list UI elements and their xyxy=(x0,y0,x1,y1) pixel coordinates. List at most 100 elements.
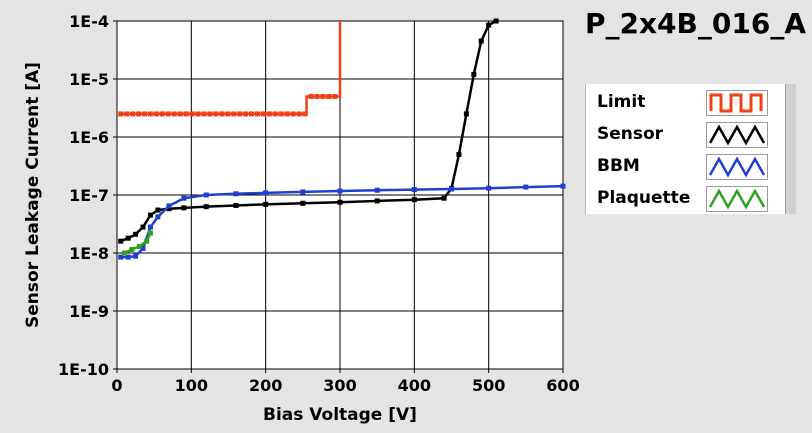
data-point xyxy=(463,111,469,117)
data-point xyxy=(337,199,343,205)
data-point xyxy=(130,111,136,117)
data-point xyxy=(219,111,225,117)
data-point xyxy=(213,111,219,117)
x-tick-label: 400 xyxy=(398,376,431,395)
data-point xyxy=(203,204,209,210)
data-point xyxy=(456,151,462,157)
data-point xyxy=(144,238,150,244)
data-point xyxy=(278,111,284,117)
data-point xyxy=(486,185,492,191)
data-point xyxy=(181,205,187,211)
legend-swatch-sensor[interactable] xyxy=(706,122,768,148)
data-point xyxy=(272,111,278,117)
data-point xyxy=(249,111,255,117)
data-point xyxy=(411,187,417,193)
x-tick-label: 100 xyxy=(175,376,208,395)
data-point xyxy=(140,245,146,251)
data-point xyxy=(486,22,492,28)
data-point xyxy=(300,200,306,206)
series-layer xyxy=(118,18,566,260)
data-point xyxy=(243,111,249,117)
y-tick-label: 1E-7 xyxy=(69,186,109,205)
data-point xyxy=(471,71,477,77)
legend-item-plaquette: Plaquette xyxy=(586,182,786,214)
data-point xyxy=(133,231,139,237)
x-tick-label: 200 xyxy=(249,376,282,395)
data-point xyxy=(159,111,165,117)
data-point xyxy=(153,111,159,117)
triangle-wave-icon xyxy=(708,156,766,178)
data-point xyxy=(326,93,332,99)
data-point xyxy=(136,111,142,117)
data-point xyxy=(332,93,338,99)
data-point xyxy=(201,111,207,117)
square-wave-icon xyxy=(709,93,763,113)
x-tick-label: 300 xyxy=(323,376,356,395)
data-point xyxy=(320,93,326,99)
data-point xyxy=(165,111,171,117)
legend-swatch-plaquette[interactable] xyxy=(706,186,768,212)
legend-label-bbm: BBM xyxy=(597,156,640,176)
data-point xyxy=(142,111,148,117)
data-point xyxy=(133,253,139,259)
legend-item-bbm: BBM xyxy=(586,150,786,182)
data-point xyxy=(296,111,302,117)
data-point xyxy=(125,254,131,260)
data-point xyxy=(260,111,266,117)
data-point xyxy=(166,203,172,209)
data-point xyxy=(155,214,161,220)
data-point xyxy=(266,111,272,117)
legend: Limit Sensor BBM Plaquette xyxy=(585,84,786,214)
data-point xyxy=(233,191,239,197)
data-point xyxy=(181,195,187,201)
data-point xyxy=(124,111,130,117)
data-point xyxy=(308,93,314,99)
data-point xyxy=(189,111,195,117)
data-point xyxy=(147,230,153,236)
legend-label-limit: Limit xyxy=(597,92,646,112)
data-point xyxy=(300,189,306,195)
data-point xyxy=(155,207,161,213)
data-point xyxy=(225,111,231,117)
legend-scrollbar[interactable] xyxy=(785,84,796,214)
legend-swatch-limit[interactable] xyxy=(706,90,768,116)
data-point xyxy=(147,212,153,218)
y-tick-label: 1E-5 xyxy=(69,70,109,89)
data-point xyxy=(254,111,260,117)
data-point xyxy=(140,224,146,230)
data-point xyxy=(166,206,172,212)
data-point xyxy=(118,238,124,244)
x-tick-label: 600 xyxy=(546,376,579,395)
series-sensor xyxy=(118,18,499,244)
legend-item-sensor: Sensor xyxy=(586,118,786,150)
x-axis-label: Bias Voltage [V] xyxy=(263,405,417,425)
data-point xyxy=(171,111,177,117)
data-point xyxy=(314,93,320,99)
series-line-limit xyxy=(120,21,342,116)
chart-title: P_2x4B_016_A xyxy=(585,7,806,40)
triangle-wave-icon xyxy=(708,188,766,210)
y-tick-label: 1E-4 xyxy=(69,12,109,31)
data-point xyxy=(233,202,239,208)
data-point xyxy=(195,111,201,117)
data-point xyxy=(118,111,124,117)
data-point xyxy=(203,192,209,198)
data-point xyxy=(374,198,380,204)
data-point xyxy=(290,111,296,117)
series-limit xyxy=(118,21,342,117)
x-tick-label: 0 xyxy=(111,376,122,395)
y-tick-label: 1E-10 xyxy=(58,360,109,379)
data-point xyxy=(441,195,447,201)
legend-swatch-bbm[interactable] xyxy=(706,154,768,180)
data-point xyxy=(302,111,308,117)
axes: 0 100 200 300 400 500 600 1E-10 1E-9 1E-8 1E-7 1E-6… xyxy=(58,12,580,395)
data-point xyxy=(478,38,484,44)
y-tick-label: 1E-8 xyxy=(69,244,109,263)
series-plaquette xyxy=(121,230,153,256)
data-point xyxy=(125,235,131,241)
data-point xyxy=(207,111,213,117)
data-point xyxy=(337,188,343,194)
data-point xyxy=(493,18,499,24)
y-axis-label: Sensor Leakage Current [A] xyxy=(23,62,43,328)
